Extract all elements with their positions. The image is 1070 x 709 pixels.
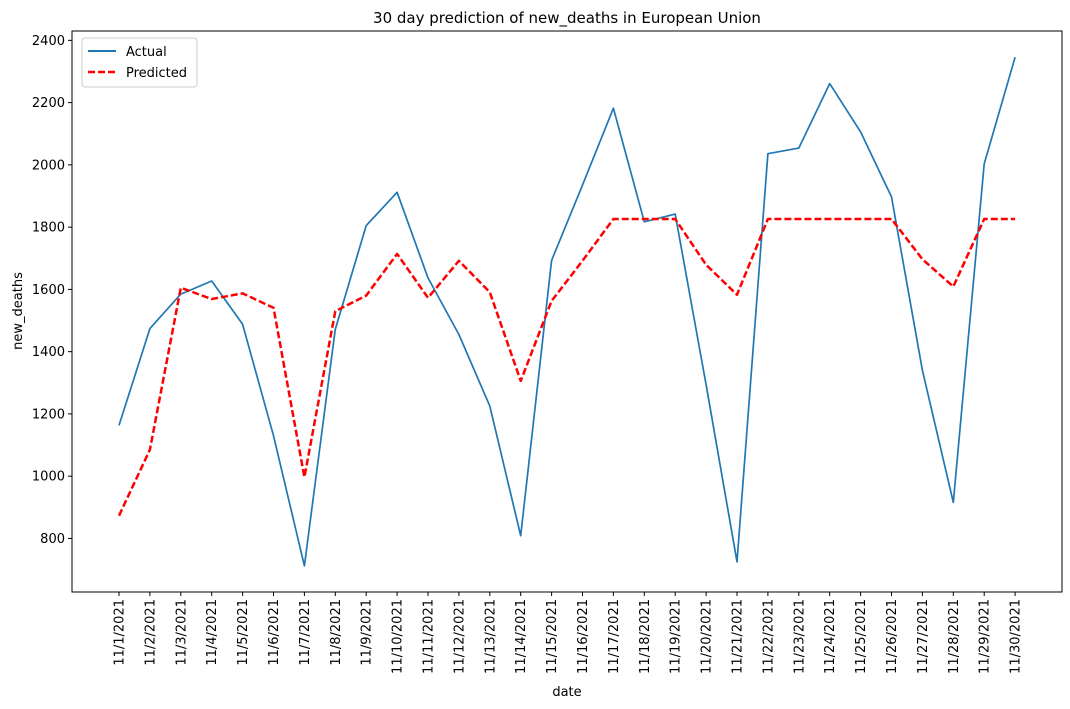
legend: Actual Predicted <box>81 37 198 88</box>
series-line-actual <box>118 56 1016 567</box>
x-tick-label: 11/7/2021 <box>298 599 313 666</box>
x-tick-label: 11/30/2021 <box>1009 599 1024 674</box>
x-tick-label: 11/2/2021 <box>143 599 158 666</box>
legend-label-actual: Actual <box>126 45 167 60</box>
x-tick-label: 11/22/2021 <box>761 599 776 674</box>
x-tick-label: 11/24/2021 <box>823 599 838 674</box>
x-tick-label: 11/9/2021 <box>360 599 375 666</box>
y-tick-label: 800 <box>40 532 65 547</box>
x-tick-label: 11/19/2021 <box>669 599 684 674</box>
x-tick-label: 11/16/2021 <box>576 599 591 674</box>
x-tick-label: 11/26/2021 <box>885 599 900 674</box>
y-axis: 800 1000 1200 1400 1600 1800 2000 2200 2400 <box>32 34 72 547</box>
x-axis: 11/1/2021 11/2/2021 11/3/2021 11/4/2021 11/5… <box>113 592 1024 674</box>
legend-label-predicted: Predicted <box>126 66 187 81</box>
x-tick-label: 11/14/2021 <box>514 599 529 674</box>
plot-frame <box>71 30 1063 593</box>
chart-title: 30 day prediction of new_deaths in Europ… <box>373 9 761 28</box>
y-tick-label: 1400 <box>32 345 65 360</box>
series-line-predicted <box>117 217 1016 517</box>
x-tick-label: 11/15/2021 <box>545 599 560 674</box>
x-tick-label: 11/1/2021 <box>113 599 128 666</box>
y-tick-label: 1800 <box>32 221 65 236</box>
x-tick-label: 11/12/2021 <box>452 599 467 674</box>
y-tick-label: 2400 <box>32 34 65 49</box>
x-tick-label: 11/17/2021 <box>607 599 622 674</box>
x-tick-label: 11/10/2021 <box>391 599 406 674</box>
x-tick-label: 11/20/2021 <box>700 599 715 674</box>
y-tick-label: 1000 <box>32 470 65 485</box>
x-axis-label: date <box>552 685 581 700</box>
y-tick-label: 2200 <box>32 96 65 111</box>
x-tick-label: 11/29/2021 <box>978 599 993 674</box>
x-tick-label: 11/5/2021 <box>236 599 251 666</box>
x-tick-label: 11/25/2021 <box>854 599 869 674</box>
x-tick-label: 11/11/2021 <box>422 599 437 674</box>
x-tick-label: 11/4/2021 <box>205 599 220 666</box>
x-tick-label: 11/27/2021 <box>916 599 931 674</box>
y-tick-label: 2000 <box>32 158 65 173</box>
x-tick-label: 11/3/2021 <box>174 599 189 666</box>
plot-area <box>117 56 1016 567</box>
x-tick-label: 11/13/2021 <box>483 599 498 674</box>
x-tick-label: 11/18/2021 <box>638 599 653 674</box>
x-tick-label: 11/8/2021 <box>329 599 344 666</box>
y-tick-label: 1200 <box>32 407 65 422</box>
x-tick-label: 11/6/2021 <box>267 599 282 666</box>
x-tick-label: 11/28/2021 <box>947 599 962 674</box>
x-tick-label: 11/23/2021 <box>792 599 807 674</box>
y-tick-label: 1600 <box>32 283 65 298</box>
x-tick-label: 11/21/2021 <box>731 599 746 674</box>
y-axis-label: new_deaths <box>11 272 26 350</box>
